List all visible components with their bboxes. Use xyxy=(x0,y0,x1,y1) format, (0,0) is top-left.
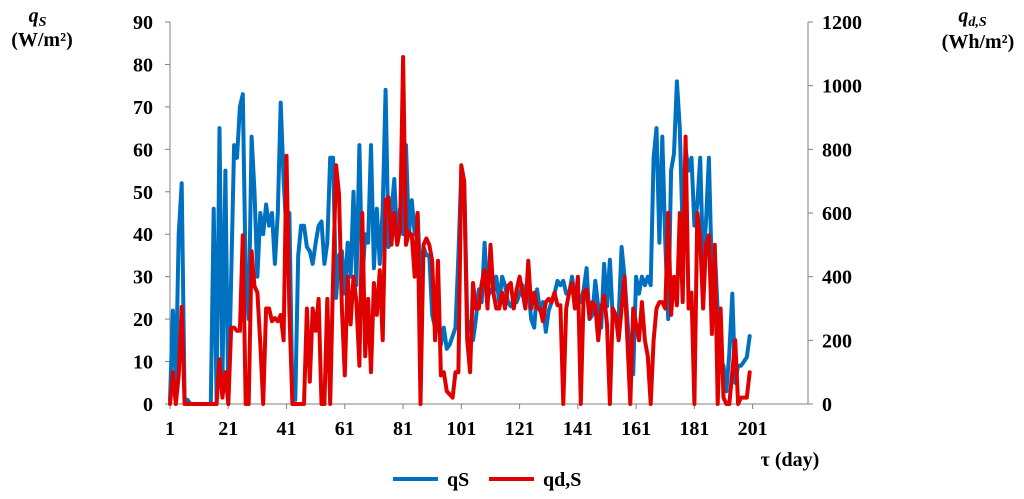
y-left-tick-label: 90 xyxy=(133,12,153,34)
y-right-tick-label: 600 xyxy=(822,203,852,225)
y-left-tick-label: 0 xyxy=(143,394,153,416)
y-right-title-main: q xyxy=(958,5,968,27)
y-right-tick-label: 1200 xyxy=(822,12,862,34)
y-right-tick-label: 200 xyxy=(822,330,852,352)
legend-label-qds: qd,S xyxy=(543,469,581,491)
x-tick-label: 1 xyxy=(165,418,175,440)
x-tick-label: 181 xyxy=(679,418,709,440)
x-tick-label: 41 xyxy=(277,418,297,440)
y-right-tick-label: 400 xyxy=(822,267,852,289)
x-tick-label: 141 xyxy=(563,418,593,440)
y-left-axis-title: qS (W/m²) xyxy=(11,5,73,51)
y-right-tick-label: 800 xyxy=(822,139,852,161)
y-left-tick-label: 10 xyxy=(133,352,153,374)
y-left-tick-label: 60 xyxy=(133,139,153,161)
x-tick-label: 121 xyxy=(505,418,535,440)
series-layer xyxy=(168,55,752,406)
y-left-tick-label: 30 xyxy=(133,267,153,289)
y-left-tick-label: 70 xyxy=(133,97,153,119)
y-left-tick-label: 20 xyxy=(133,309,153,331)
y-right-tick-label: 0 xyxy=(822,394,832,416)
x-tick-label: 61 xyxy=(335,418,355,440)
y-left-title-sub: S xyxy=(39,15,47,30)
y-left-tick-label: 40 xyxy=(133,224,153,246)
y-left-tick-label: 80 xyxy=(133,54,153,76)
axes-group: 0 10 20 30 40 50 60 70 80 90 0 200 400 600 800 1000 1200… xyxy=(133,12,862,440)
y-right-title-sub: d,S xyxy=(968,15,987,30)
legend-label-qs: qS xyxy=(447,469,469,491)
y-right-tick-label: 1000 xyxy=(822,76,862,98)
x-tick-label: 21 xyxy=(218,418,238,440)
legend: qS qd,S xyxy=(393,469,581,491)
y-left-title-main: q xyxy=(29,5,39,27)
y-right-title-unit: (Wh/m²) xyxy=(942,31,1015,53)
x-tick-label: 101 xyxy=(446,418,476,440)
y-right-axis-title: qd,S (Wh/m²) xyxy=(942,5,1015,53)
y-left-tick-label: 50 xyxy=(133,182,153,204)
x-axis-title: τ (day) xyxy=(761,449,820,471)
y-left-title-unit: (W/m²) xyxy=(11,29,73,51)
x-tick-label: 201 xyxy=(738,418,768,440)
x-tick-label: 81 xyxy=(393,418,413,440)
x-tick-label: 161 xyxy=(621,418,651,440)
series-line-qds xyxy=(168,55,752,406)
